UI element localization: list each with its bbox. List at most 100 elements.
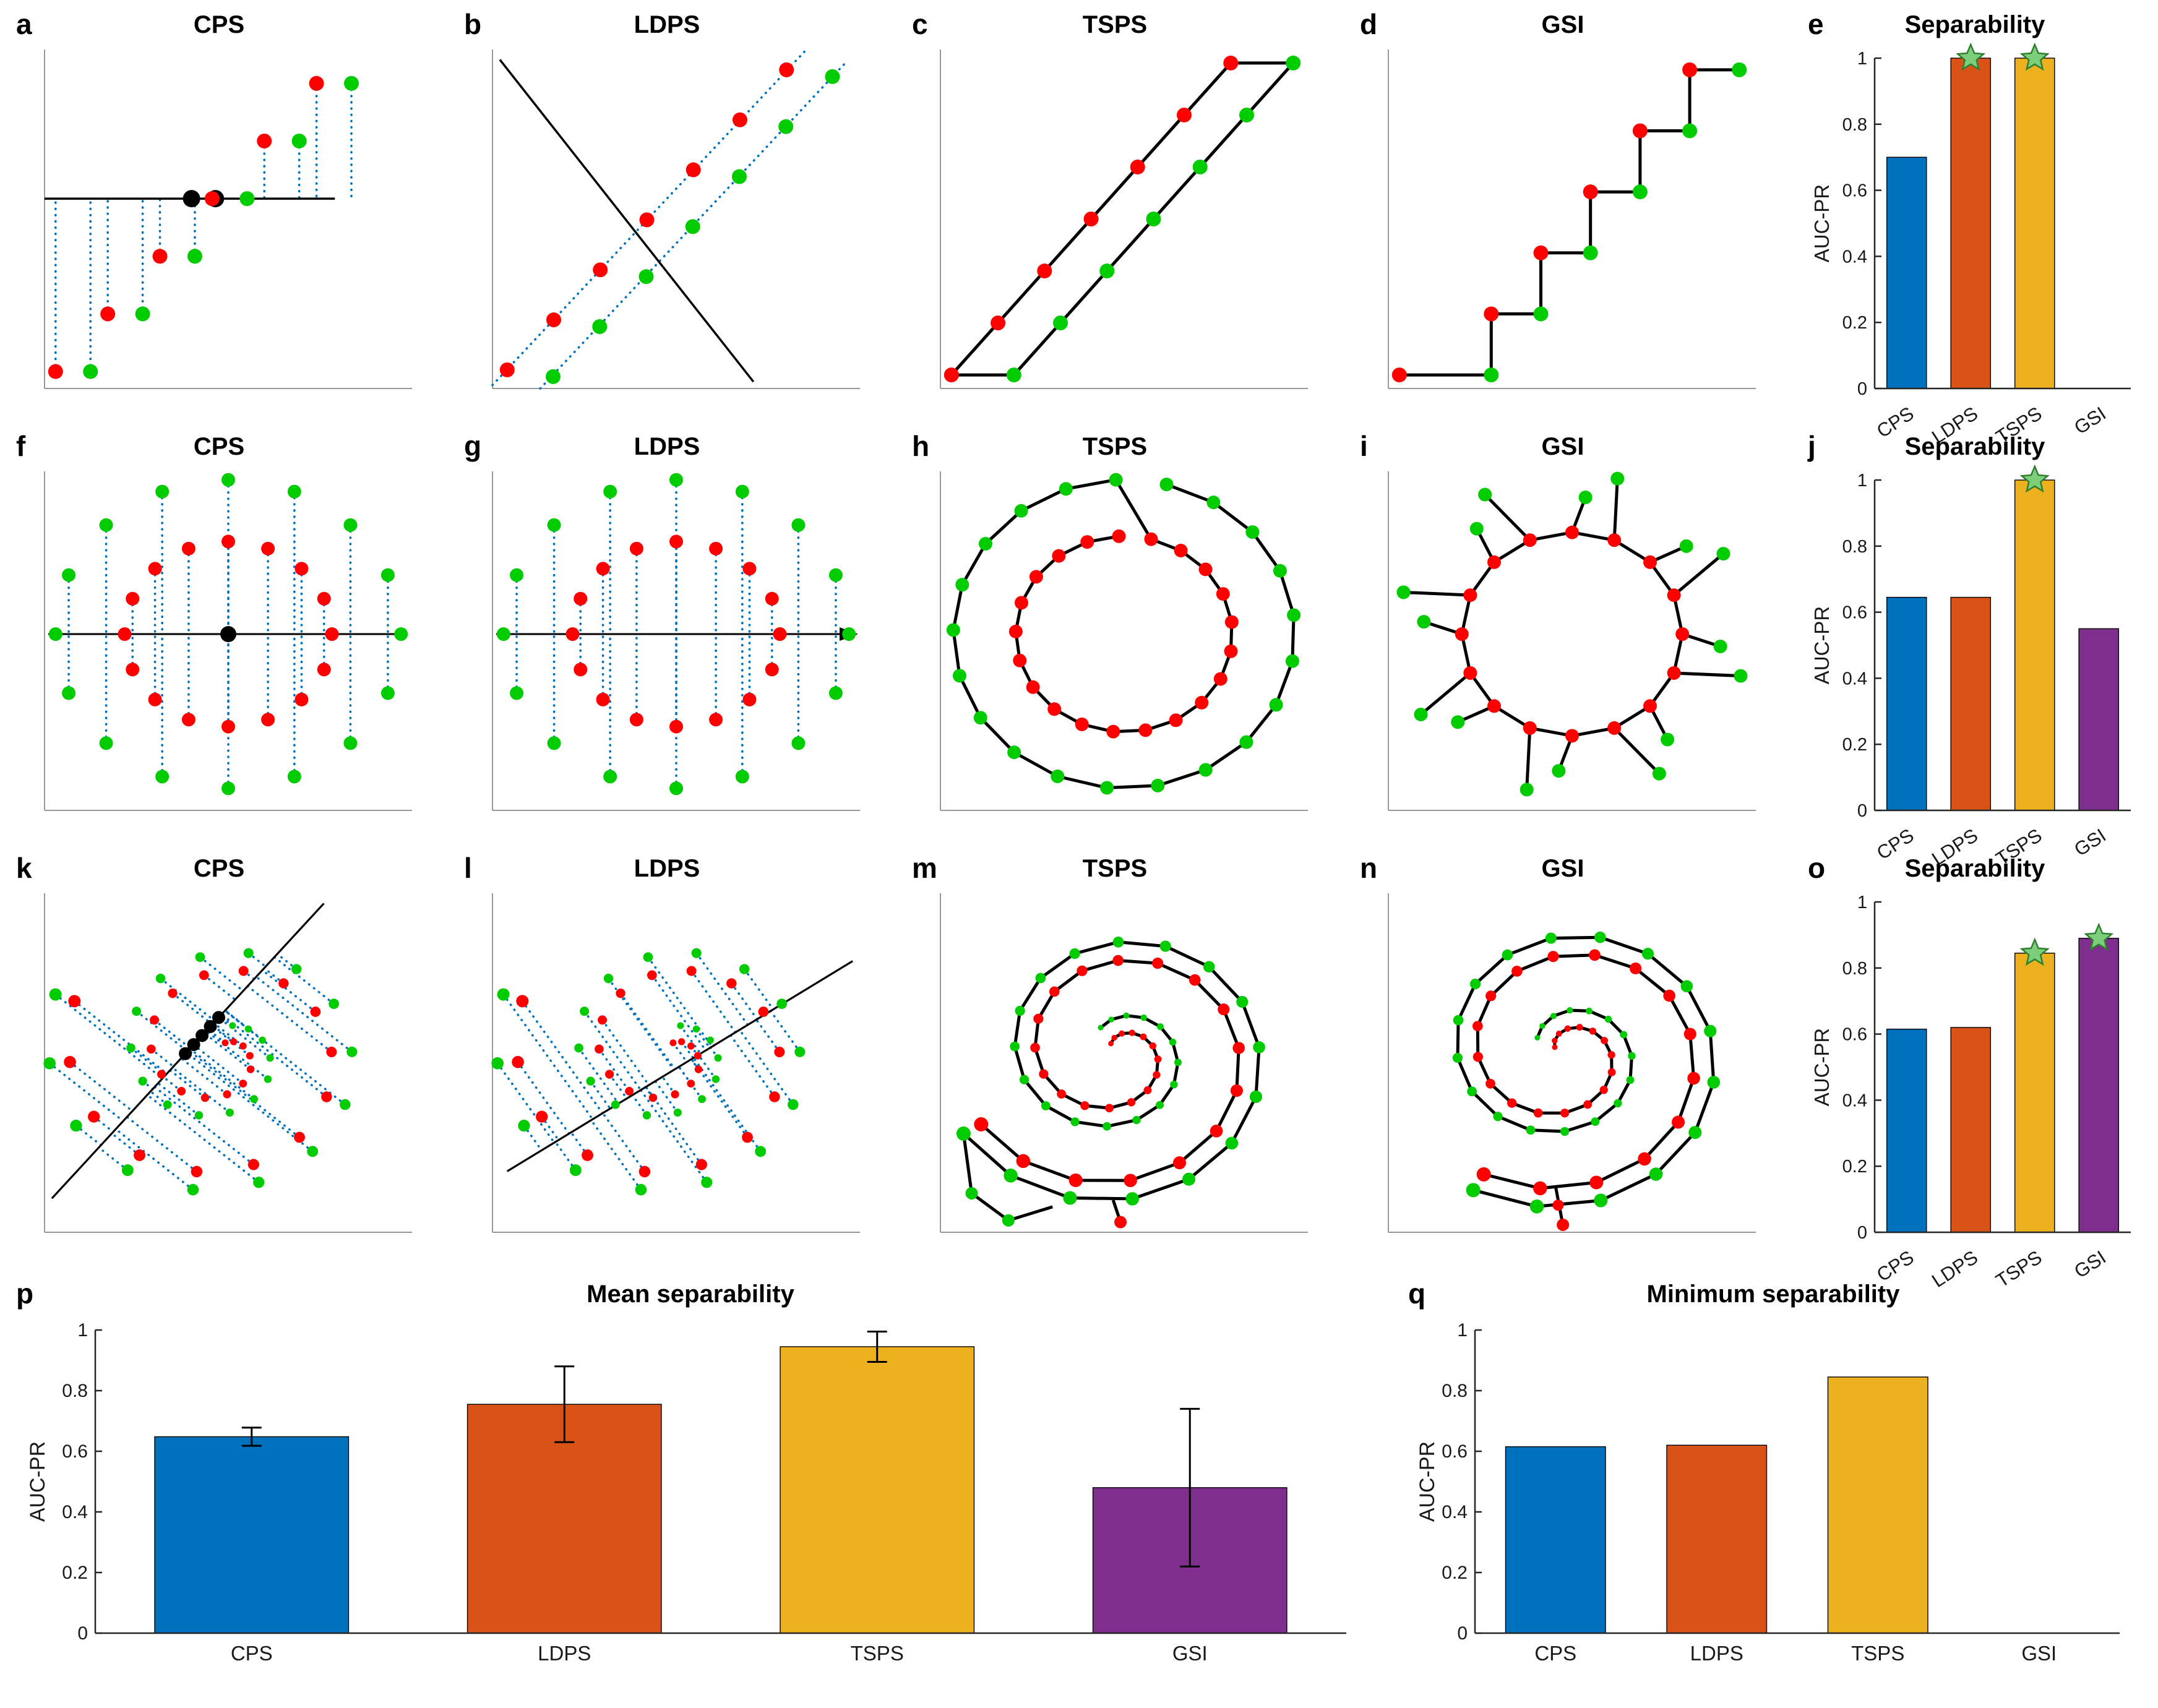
red-class-dot [598, 1015, 608, 1025]
green-class-dot [1285, 654, 1299, 668]
panel-o-letter: o [1808, 852, 1826, 884]
green-class-dot [603, 484, 617, 499]
green-class-dot [243, 948, 254, 958]
green-class-dot [163, 1100, 172, 1109]
green-class-dot [1550, 1013, 1557, 1019]
green-class-dot [496, 627, 510, 642]
bar-ldps [1950, 58, 1992, 389]
y-tick-label: 0 [1857, 1223, 1867, 1243]
green-class-dot [83, 364, 98, 379]
green-class-dot [187, 1183, 199, 1196]
green-class-dot [121, 1164, 134, 1177]
green-class-dot [491, 1057, 504, 1070]
red-class-dot [1589, 949, 1601, 961]
projection-dotted-line [110, 1132, 141, 1157]
red-class-dot [221, 1039, 229, 1047]
panel-g-letter: g [464, 430, 482, 462]
green-class-dot [711, 1075, 720, 1083]
projection-dotted-line [769, 1010, 801, 1054]
green-class-dot [669, 473, 683, 487]
x-category-label: GSI [2021, 1642, 2057, 1665]
red-class-dot [88, 1110, 100, 1123]
red-class-dot [1152, 957, 1164, 969]
red-class-dot [1533, 245, 1549, 260]
green-class-dot [978, 536, 992, 551]
green-class-dot [1041, 1101, 1051, 1110]
panel-i-title: GSI [1541, 433, 1584, 460]
projection-dotted-line [654, 1079, 679, 1114]
green-class-dot [1586, 1007, 1593, 1015]
graph-edge [1419, 672, 1472, 716]
red-class-dot [669, 719, 683, 734]
graph-edge [1403, 590, 1471, 597]
panel-p-title: Mean separability [587, 1281, 794, 1308]
red-class-dot [1111, 1034, 1117, 1041]
red-class-dot [1487, 699, 1501, 713]
panel-l: l LDPS [464, 852, 870, 1242]
red-class-dot [1472, 1021, 1483, 1032]
red-class-dot [1630, 962, 1642, 975]
green-class-dot [778, 119, 794, 134]
projection-dotted-line [276, 953, 298, 971]
panel-b-header: b LDPS [464, 9, 870, 42]
green-class-dot [1539, 1023, 1545, 1029]
red-class-dot [1030, 1042, 1040, 1053]
y-tick-label: 0.4 [1842, 669, 1867, 689]
green-class-dot [1478, 487, 1492, 502]
bar-tsps [2014, 58, 2055, 389]
red-class-dot [1127, 1098, 1136, 1107]
panel-f: f CPS [16, 431, 422, 820]
red-class-dot [1589, 1028, 1597, 1035]
red-class-dot [1607, 1068, 1616, 1076]
red-class-dot [317, 663, 331, 677]
bar-cps [154, 1436, 350, 1634]
tour-path [980, 959, 1240, 1182]
red-class-dot [1149, 1042, 1156, 1050]
red-class-dot [1033, 1013, 1044, 1024]
bar-cps [1886, 1028, 1927, 1233]
green-class-dot [1502, 949, 1513, 961]
red-class-dot [1140, 1033, 1147, 1041]
panel-b: b LDPS [464, 9, 870, 398]
red-class-dot [321, 1091, 332, 1102]
red-class-dot [1119, 1030, 1125, 1037]
red-class-dot [191, 1165, 203, 1178]
green-class-dot [346, 1046, 358, 1057]
panel-q-plot: 0 0.2 0.4 0.6 0.8 1 AUC-PR CPS LDPS TSPS GSI [1416, 1320, 2120, 1665]
projection-dotted-line [690, 1058, 700, 1071]
green-class-dot [1249, 1090, 1263, 1103]
green-class-dot [1035, 972, 1046, 984]
y-tick-label: 0.2 [62, 1563, 88, 1583]
bar-tsps [2014, 479, 2055, 811]
green-class-dot [1059, 482, 1073, 496]
green-class-dot [126, 1043, 135, 1053]
panel-b-title: LDPS [634, 11, 700, 38]
graph-edge [1612, 478, 1619, 541]
red-class-dot [1068, 1173, 1083, 1187]
red-class-dot [261, 541, 275, 556]
y-tick-label: 1 [1857, 893, 1867, 912]
projection-dotted-line [521, 1000, 604, 1115]
red-class-dot [709, 713, 723, 727]
red-class-dot [1589, 1175, 1604, 1190]
green-class-dot [569, 1164, 582, 1177]
projection-dotted-line [126, 1115, 198, 1173]
green-class-dot [574, 1043, 583, 1053]
red-class-dot [1016, 1154, 1031, 1169]
projection-dotted-line [192, 1044, 244, 1085]
green-class-dot [62, 686, 76, 700]
red-class-dot [1583, 184, 1598, 200]
red-class-dot [325, 627, 339, 642]
panel-d-plot [1388, 49, 1756, 389]
green-class-dot [586, 1076, 595, 1086]
x-category-label: GSI [1172, 1642, 1208, 1665]
projected-mean-dot [212, 1011, 225, 1024]
red-class-dot [1552, 1199, 1564, 1211]
red-class-dot [1112, 955, 1124, 966]
projection-dotted-line [242, 969, 256, 981]
red-class-dot [1223, 55, 1239, 71]
projection-dotted-line [583, 1010, 642, 1091]
red-class-dot [596, 692, 610, 706]
green-class-dot [1641, 948, 1654, 960]
green-class-dot [1732, 62, 1747, 77]
